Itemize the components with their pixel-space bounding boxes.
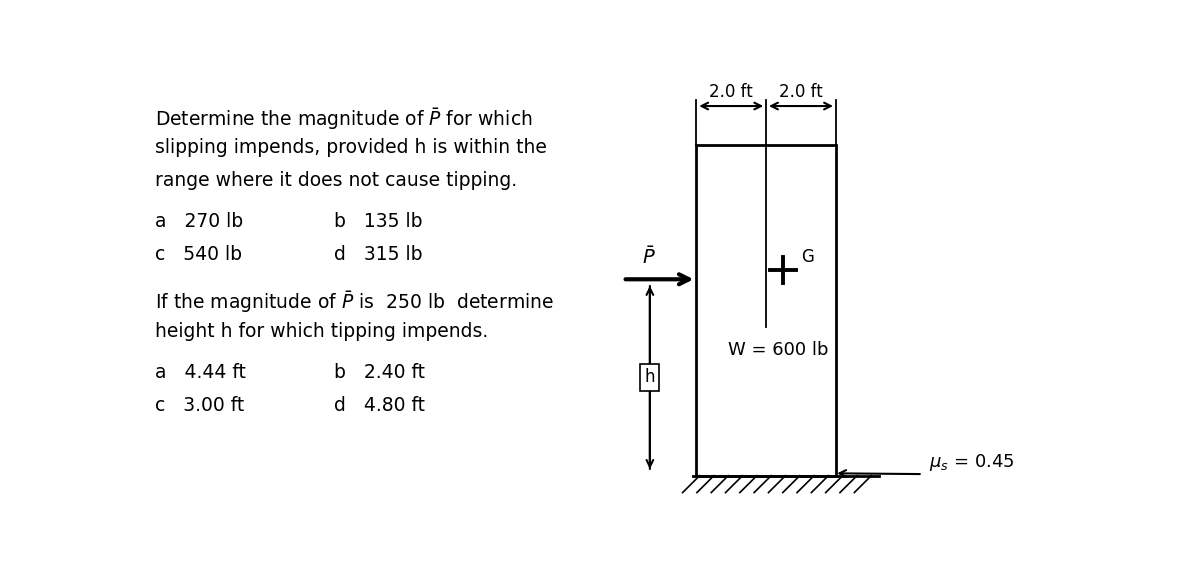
Text: d   4.80 ft: d 4.80 ft: [334, 396, 425, 414]
Text: c   540 lb: c 540 lb: [156, 244, 242, 264]
Text: d   315 lb: d 315 lb: [334, 244, 422, 264]
Text: h: h: [644, 368, 655, 386]
Text: c   3.00 ft: c 3.00 ft: [156, 396, 245, 414]
Text: If the magnitude of $\bar{P}$ is  250 lb  determine: If the magnitude of $\bar{P}$ is 250 lb …: [156, 289, 554, 315]
Text: $\bar{P}$: $\bar{P}$: [642, 246, 656, 268]
Text: $\mu_s$ = 0.45: $\mu_s$ = 0.45: [929, 452, 1015, 473]
Text: b   135 lb: b 135 lb: [334, 212, 422, 231]
Text: b   2.40 ft: b 2.40 ft: [334, 363, 425, 382]
Text: W = 600 lb: W = 600 lb: [727, 341, 828, 359]
Text: 2.0 ft: 2.0 ft: [709, 83, 754, 101]
Text: slipping impends, provided h is within the: slipping impends, provided h is within t…: [156, 139, 547, 157]
Text: range where it does not cause tipping.: range where it does not cause tipping.: [156, 171, 517, 190]
Text: a   270 lb: a 270 lb: [156, 212, 244, 231]
Text: Determine the magnitude of $\bar{P}$ for which: Determine the magnitude of $\bar{P}$ for…: [156, 106, 533, 132]
Text: a   4.44 ft: a 4.44 ft: [156, 363, 246, 382]
Text: G: G: [802, 248, 814, 266]
Bar: [696, 144, 836, 475]
Text: 2.0 ft: 2.0 ft: [779, 83, 823, 101]
Text: height h for which tipping impends.: height h for which tipping impends.: [156, 322, 488, 340]
